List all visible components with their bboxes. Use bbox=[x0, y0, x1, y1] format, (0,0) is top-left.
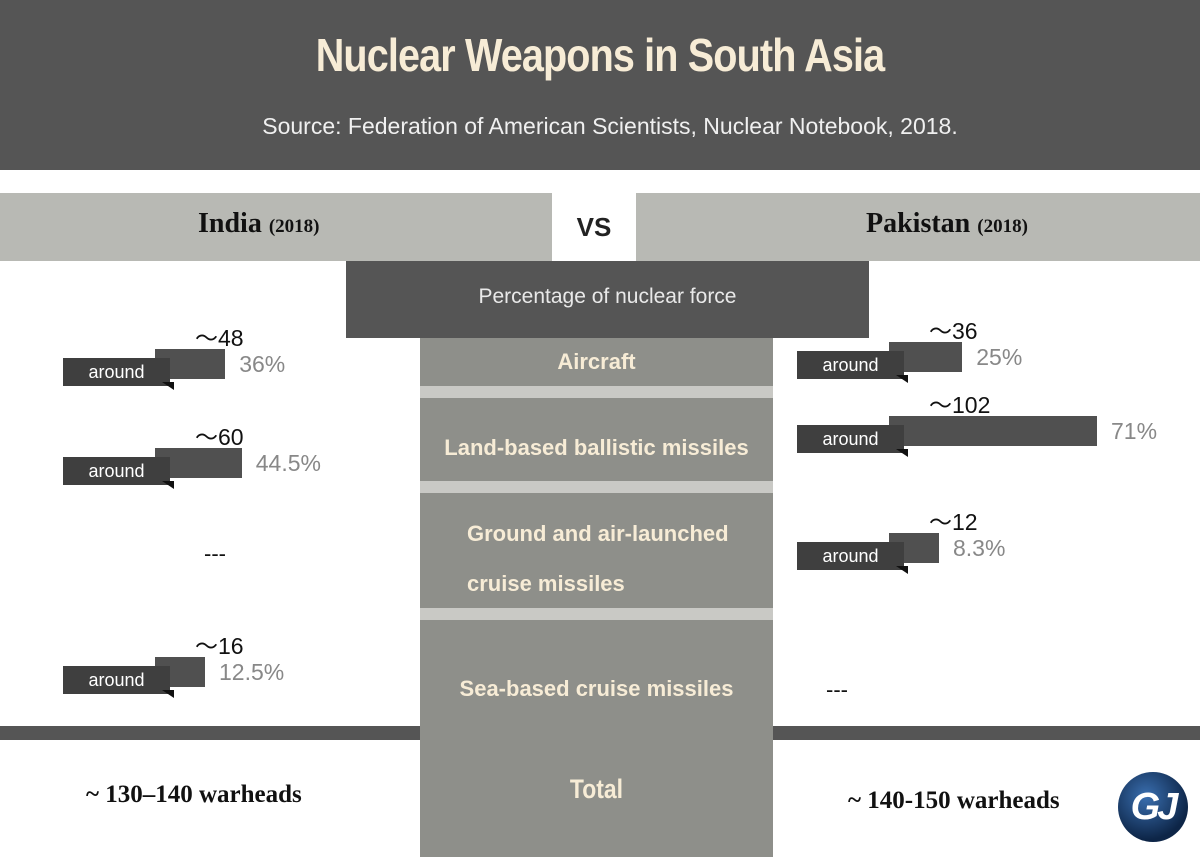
pakistan-heading: Pakistan (2018) bbox=[866, 208, 1028, 240]
india-around-tag: around bbox=[63, 358, 174, 390]
india-label: India bbox=[198, 208, 262, 239]
header-banner bbox=[0, 0, 1200, 170]
category-separator bbox=[420, 386, 773, 398]
india-missing-value: --- bbox=[204, 541, 226, 566]
pakistan-band bbox=[636, 193, 1200, 261]
category-label: Ground and air-launched cruise missiles bbox=[467, 521, 729, 596]
total-divider bbox=[0, 726, 420, 740]
pakistan-count-label: ～36 bbox=[929, 318, 978, 344]
pakistan-around-tag: around bbox=[797, 542, 908, 574]
pakistan-year: (2018) bbox=[977, 216, 1028, 237]
india-band bbox=[0, 193, 552, 261]
pakistan-around-tag: around bbox=[797, 351, 908, 383]
pakistan-missing-value: --- bbox=[826, 677, 848, 702]
chart-title: Nuclear Weapons in South Asia bbox=[315, 29, 885, 81]
india-total: ~ 130–140 warheads bbox=[86, 781, 302, 808]
category-label: Sea-based cruise missiles bbox=[459, 676, 734, 701]
india-percent-label: 44.5% bbox=[255, 450, 321, 476]
metric-label: Percentage of nuclear force bbox=[346, 261, 869, 338]
pakistan-count-label: ～102 bbox=[929, 392, 991, 418]
india-percent-label: 36% bbox=[239, 351, 286, 377]
pakistan-total: ~ 140-150 warheads bbox=[848, 787, 1060, 814]
category-separator bbox=[420, 481, 773, 493]
pakistan-count-label: ～12 bbox=[929, 509, 978, 535]
total-divider bbox=[773, 726, 1200, 740]
category-label: Land-based ballistic missiles bbox=[444, 435, 749, 460]
india-count-label: ～60 bbox=[195, 424, 244, 450]
pakistan-label: Pakistan bbox=[866, 208, 971, 239]
category-column bbox=[420, 338, 773, 857]
india-heading: India (2018) bbox=[198, 208, 319, 240]
pakistan-bar bbox=[889, 416, 1098, 446]
category-separator bbox=[420, 608, 773, 620]
pakistan-around-tag: around bbox=[797, 425, 908, 457]
india-around-tag: around bbox=[63, 666, 174, 698]
pakistan-percent-label: 25% bbox=[976, 344, 1023, 370]
pakistan-percent-label: 71% bbox=[1111, 418, 1158, 444]
india-around-tag: around bbox=[63, 457, 174, 489]
india-percent-label: 12.5% bbox=[219, 659, 285, 685]
source-note: Source: Federation of American Scientist… bbox=[262, 113, 958, 139]
india-count-label: ～48 bbox=[195, 325, 244, 351]
gj-logo: GJ bbox=[1118, 772, 1188, 842]
vs-label: VS bbox=[576, 212, 612, 242]
india-count-label: ～16 bbox=[195, 633, 244, 659]
category-label: Aircraft bbox=[557, 349, 636, 374]
total-label: Total bbox=[569, 774, 624, 804]
pakistan-percent-label: 8.3% bbox=[953, 535, 1006, 561]
india-year: (2018) bbox=[268, 216, 320, 237]
